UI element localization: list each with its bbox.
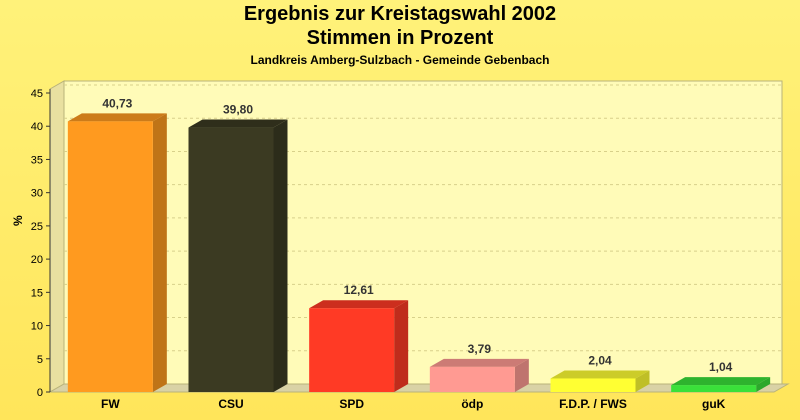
bar-top <box>671 377 771 386</box>
y-axis: 0 5 10 15 20 25 30 35 40 45 <box>31 88 51 399</box>
x-axis: FW CSU SPD ödp F.D.P. / FWS guK <box>101 397 726 411</box>
y-tick-label: 25 <box>31 221 43 233</box>
y-tick-label: 0 <box>37 387 43 399</box>
chart-subtitle: Stimmen in Prozent <box>306 27 494 49</box>
bar-top <box>188 119 288 128</box>
y-tick-label: 40 <box>31 121 43 133</box>
bar-top <box>429 358 529 367</box>
bar-3: 3,79 <box>429 342 529 392</box>
x-category-label: FW <box>101 397 120 411</box>
bar-value-label: 1,04 <box>709 360 733 374</box>
bar-side <box>394 300 409 392</box>
x-category-label: SPD <box>339 397 364 411</box>
bar-side <box>514 358 529 392</box>
bar <box>67 121 153 393</box>
plot-left-wall <box>49 80 65 393</box>
bar <box>429 366 515 392</box>
bar <box>188 127 274 392</box>
y-tick-label: 20 <box>31 254 43 266</box>
bar <box>550 378 636 392</box>
bar-value-label: 3,79 <box>468 342 492 356</box>
y-tick-label: 5 <box>37 354 43 366</box>
y-tick-label: 45 <box>31 88 43 100</box>
x-category-label: F.D.P. / FWS <box>559 397 627 411</box>
bar-top <box>550 370 650 379</box>
bar-side <box>635 370 650 392</box>
bar <box>671 385 757 392</box>
bar-value-label: 40,73 <box>102 96 132 110</box>
plot-back-wall <box>63 80 783 385</box>
bar-side <box>152 113 167 393</box>
bar-top <box>67 113 167 122</box>
bar-top <box>309 300 409 309</box>
chart-title: Ergebnis zur Kreistagswahl 2002 <box>243 3 557 25</box>
bar-side <box>756 377 771 392</box>
bar-value-label: 39,80 <box>223 103 253 117</box>
chart-caption: Landkreis Amberg-Sulzbach - Gemeinde Geb… <box>250 53 550 67</box>
bar-2: 12,61 <box>309 283 409 392</box>
y-tick-label: 15 <box>31 287 43 299</box>
x-category-label: ödp <box>461 397 483 411</box>
bar-4: 2,04 <box>550 353 650 392</box>
bar-0: 40,73 <box>67 96 167 393</box>
y-tick-label: 10 <box>31 321 43 333</box>
bars: 40,73 39,80 12,61 3,79 2,04 1,04 <box>67 96 771 393</box>
x-category-label: guK <box>702 397 726 411</box>
bar <box>309 308 395 392</box>
x-category-label: CSU <box>218 397 243 411</box>
bar-value-label: 2,04 <box>588 353 612 367</box>
y-tick-label: 30 <box>31 188 43 200</box>
bar-value-label: 12,61 <box>344 283 374 297</box>
bar-5: 1,04 <box>671 360 771 392</box>
bar-1: 39,80 <box>188 103 288 392</box>
bar-side <box>273 119 288 392</box>
y-tick-label: 35 <box>31 154 43 166</box>
